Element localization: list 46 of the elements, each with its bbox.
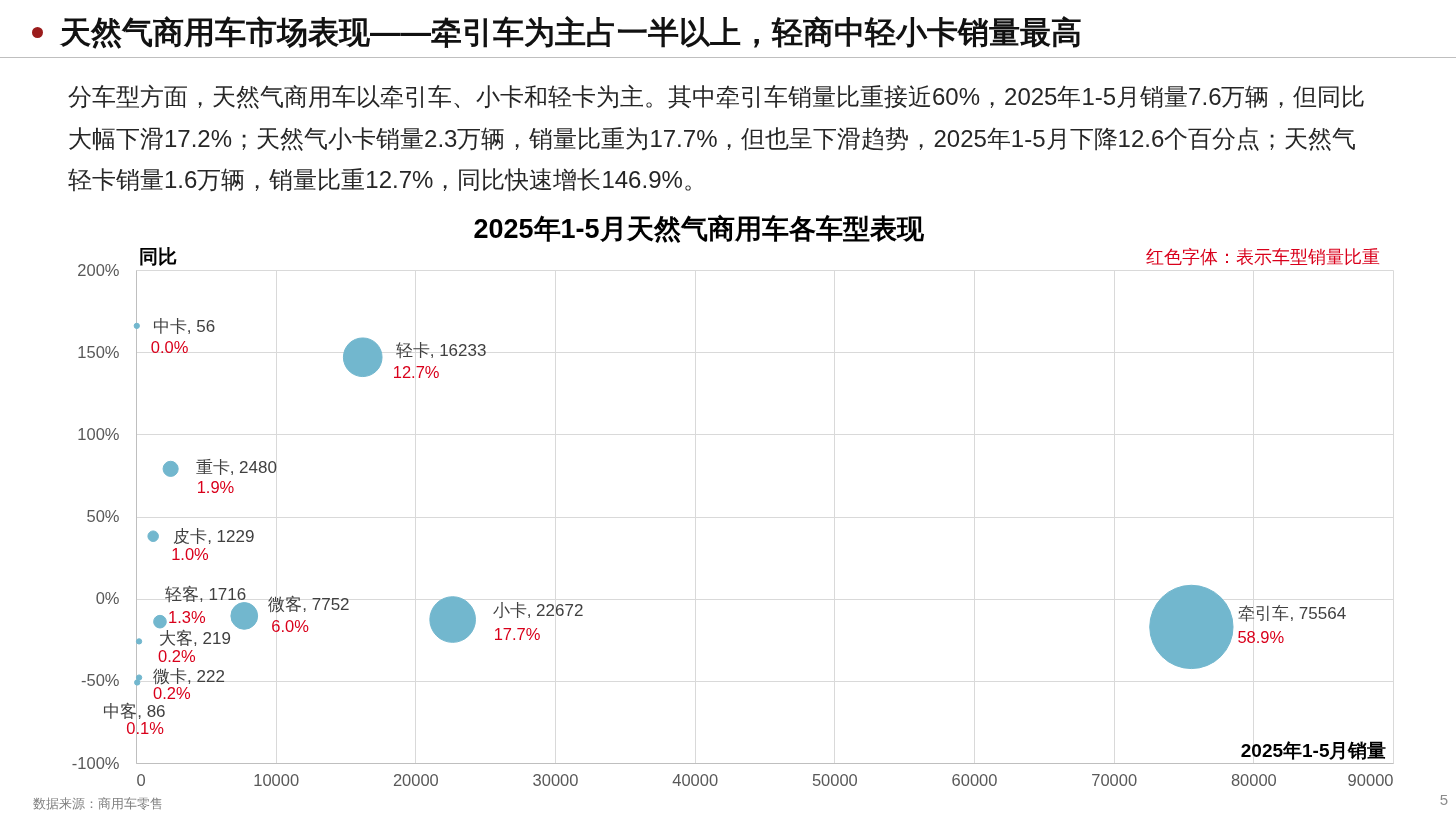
y-tick-label: -100% bbox=[71, 753, 120, 772]
annotation: 微客, 7752 bbox=[268, 594, 350, 614]
annotation: 1.9% bbox=[196, 477, 235, 496]
y-tick-label: 200% bbox=[77, 260, 120, 279]
x-tick-label: 10000 bbox=[253, 770, 300, 789]
annotation: 重卡, 2480 bbox=[195, 457, 277, 477]
y-tick-label: 150% bbox=[77, 342, 120, 361]
x-tick-label: 70000 bbox=[1091, 770, 1138, 789]
source-note: 数据来源：商用车零售 bbox=[33, 795, 163, 813]
annotation: 轻客, 1716 bbox=[164, 584, 247, 604]
x-tick-label: 0 bbox=[136, 770, 146, 789]
annotation: 12.7% bbox=[392, 363, 440, 382]
annotation: 0.2% bbox=[158, 647, 196, 666]
text: 5 bbox=[1439, 790, 1448, 810]
y-tick-label: -50% bbox=[80, 671, 120, 690]
annotation: 微卡, 222 bbox=[153, 666, 225, 686]
annotation: 6.0% bbox=[271, 616, 310, 635]
annotation: 0.0% bbox=[150, 337, 189, 356]
x-tick-label: 80000 bbox=[1230, 770, 1277, 789]
text: 天然气商用车市场表现——牵引车为主占一半以上，轻商中轻小卡销量最高 bbox=[60, 14, 1082, 51]
x-axis-title: 2025年1-5月销量 bbox=[1240, 739, 1387, 761]
x-tick-label: 20000 bbox=[392, 770, 439, 789]
text: 分车型方面，天然气商用车以牵引车、小卡和轻卡为主。其中牵引车销量比重接近60%，2025年1-5月销量7.6万辆，但同比大幅下滑17.2%；天然气小卡销量2.3万辆，销量比重为17.7%，但也呈下滑趋势，2025年1-5月下降12.6个百分点；天然气轻卡销量1.6万辆，销量比重12.7%，同比快速增长146.9%。 bbox=[68, 82, 1367, 195]
annotation: 中客, 86 bbox=[103, 702, 166, 722]
annotation: 中卡, 56 bbox=[152, 316, 216, 336]
annotation: 58.9% bbox=[1237, 627, 1285, 646]
annotation: 0.1% bbox=[126, 719, 165, 738]
chart-title: 2025年1-5月天然气商用车各车型表现 bbox=[473, 214, 925, 244]
annotation: 轻卡, 16233 bbox=[395, 341, 487, 361]
x-tick-label: 50000 bbox=[811, 770, 858, 789]
x-tick-label: 60000 bbox=[951, 770, 998, 789]
text: 红色字体：表示车型销量比重 bbox=[1146, 246, 1380, 269]
annotation: 小卡, 22672 bbox=[492, 600, 584, 620]
y-tick-label: 100% bbox=[77, 424, 120, 443]
annotation: 皮卡, 1229 bbox=[173, 527, 255, 547]
x-tick-label: 30000 bbox=[532, 770, 579, 789]
annotation: 牵引车, 75564 bbox=[1238, 603, 1347, 623]
x-tick-label: 40000 bbox=[672, 770, 719, 789]
y-tick-label: 50% bbox=[86, 507, 120, 525]
annotation: 1.3% bbox=[167, 607, 206, 626]
x-tick-label: 90000 bbox=[1347, 770, 1394, 789]
annotation: 大客, 219 bbox=[159, 629, 231, 649]
y-axis-title: 同比 bbox=[138, 245, 177, 267]
annotation: 1.0% bbox=[171, 545, 210, 564]
annotation: 17.7% bbox=[493, 624, 541, 643]
y-tick-label: 0% bbox=[95, 589, 120, 608]
